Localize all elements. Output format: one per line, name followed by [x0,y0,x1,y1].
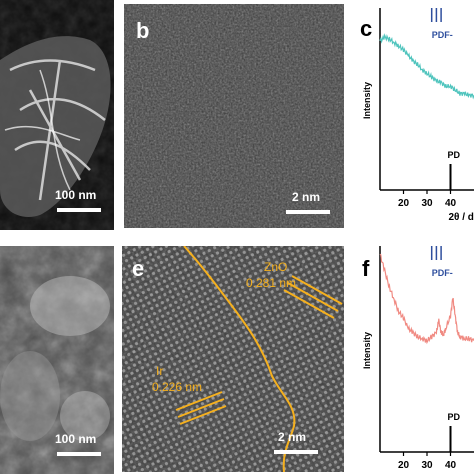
panel-b-scale-bar [286,210,330,214]
x-tick-label: 30 [421,460,433,471]
panel-d-scale-bar [57,452,101,456]
panel-e-scale-bar [274,450,318,454]
panel-a-scale-label: 100 nm [55,188,97,202]
ir-label: Ir [156,364,164,378]
panel-b-micrograph [124,4,344,228]
zno-ir-boundary-line [183,246,296,472]
panel-e-micrograph [122,246,344,472]
x-tick-label: 20 [398,460,410,471]
panel-b-hrtem-image: b 2 nm [124,4,344,228]
reference-label-top: PDF- [432,30,453,40]
x-tick-label: 20 [398,198,410,209]
panel-d-micrograph [0,246,114,474]
panel-e-scale-label: 2 nm [278,430,307,444]
panel-c-letter: c [360,16,373,41]
panel-a-micrograph [0,0,114,230]
reference-label-bottom: PD [448,412,461,422]
y-axis-label: Intensity [362,82,372,119]
x-tick-label: 40 [445,460,457,471]
panel-d-sem-image: 100 nm [0,246,114,474]
y-axis-label: Intensity [362,332,372,369]
panel-b-letter: b [136,18,150,43]
panel-f-plot: Intensity 20 30 40 PDF- PD [362,246,474,471]
panel-f-xrd-chart: f Intensity 20 30 40 PDF- PD [352,240,474,474]
reference-label-top: PDF- [432,268,453,278]
zno-spacing-label: 0.281 nm [246,276,297,290]
zno-lattice-fringe-marks [283,275,343,319]
panel-c-plot: Intensity 20 30 40 2θ / d PDF- PD [362,8,474,223]
panel-c-xrd-chart: c Intensity 20 30 40 2θ / d PDF- PD [352,0,474,236]
panel-a-sem-image: 100 nm [0,0,114,230]
x-tick-label: 40 [445,198,457,209]
zno-label: ZnO [264,260,288,274]
xrd-series-line [379,33,474,100]
panel-e-hrtem-image: e ZnO 0.281 nm Ir 0.226 nm 2 nm [122,246,344,472]
panel-a-scale-bar [57,208,101,212]
x-axis-label: 2θ / d [449,212,474,223]
panel-f-letter: f [362,256,370,281]
reference-label-bottom: PD [448,150,461,160]
ir-spacing-label: 0.226 nm [152,380,203,394]
x-tick-label: 30 [421,198,433,209]
panel-e-letter: e [132,256,145,281]
xrd-series-line [379,253,474,345]
panel-d-scale-label: 100 nm [55,432,97,446]
ir-lattice-fringe-marks [175,391,227,425]
panel-b-scale-label: 2 nm [292,190,321,204]
